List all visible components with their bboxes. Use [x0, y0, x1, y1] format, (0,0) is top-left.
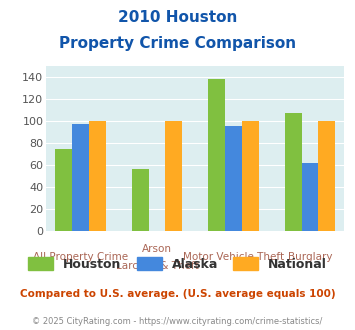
Text: Larceny & Theft: Larceny & Theft	[116, 261, 198, 271]
Text: 2010 Houston: 2010 Houston	[118, 10, 237, 25]
Bar	[165, 121, 182, 231]
Bar	[225, 126, 242, 231]
Text: Motor Vehicle Theft: Motor Vehicle Theft	[183, 252, 284, 262]
Bar	[208, 79, 225, 231]
Text: Property Crime Comparison: Property Crime Comparison	[59, 36, 296, 51]
Bar	[242, 121, 259, 231]
Bar	[72, 124, 89, 231]
Bar	[285, 113, 301, 231]
Text: Compared to U.S. average. (U.S. average equals 100): Compared to U.S. average. (U.S. average …	[20, 289, 335, 299]
Bar	[55, 148, 72, 231]
Text: Burglary: Burglary	[288, 252, 332, 262]
Text: Arson: Arson	[142, 244, 172, 254]
Text: © 2025 CityRating.com - https://www.cityrating.com/crime-statistics/: © 2025 CityRating.com - https://www.city…	[32, 317, 323, 326]
Legend: Houston, Alaska, National: Houston, Alaska, National	[28, 257, 327, 271]
Bar	[89, 121, 106, 231]
Bar	[301, 163, 318, 231]
Bar	[318, 121, 335, 231]
Text: All Property Crime: All Property Crime	[33, 252, 128, 262]
Bar	[132, 169, 149, 231]
